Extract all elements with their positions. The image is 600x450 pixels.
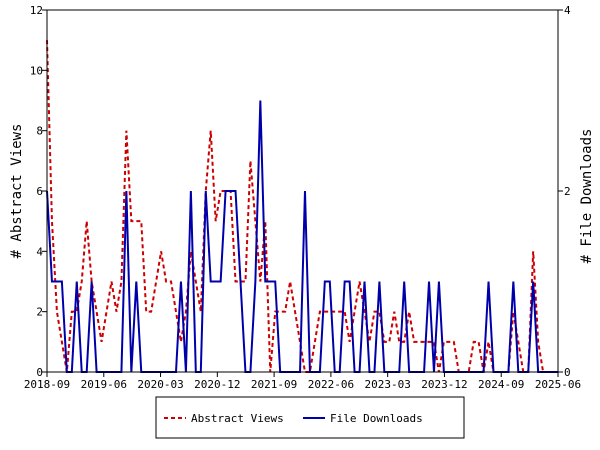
x-tick-label: 2023-03 xyxy=(364,378,410,391)
left-tick-label: 8 xyxy=(36,125,43,138)
x-tick-label: 2019-06 xyxy=(81,378,127,391)
x-tick-label: 2025-06 xyxy=(535,378,581,391)
left-tick-label: 12 xyxy=(30,4,43,17)
x-tick-label: 2024-09 xyxy=(478,378,524,391)
x-tick-label: 2021-09 xyxy=(251,378,297,391)
left-tick-label: 10 xyxy=(30,64,43,77)
left-tick-label: 2 xyxy=(36,306,43,319)
right-tick-label: 0 xyxy=(564,366,571,379)
right-tick-label: 4 xyxy=(564,4,571,17)
left-axis-title: # Abstract Views xyxy=(9,124,25,259)
right-axis-title: # File Downloads xyxy=(579,129,595,264)
x-tick-label: 2023-12 xyxy=(421,378,467,391)
x-tick-label: 2020-12 xyxy=(194,378,240,391)
left-tick-label: 0 xyxy=(36,366,43,379)
left-axis-ticks: 0 2 4 6 8 10 12 xyxy=(30,4,47,379)
right-tick-label: 2 xyxy=(564,185,571,198)
x-tick-label: 2022-06 xyxy=(308,378,354,391)
right-axis-ticks: 0 2 4 xyxy=(558,4,571,379)
left-tick-label: 4 xyxy=(36,245,43,258)
left-tick-label: 6 xyxy=(36,185,43,198)
legend-abstract-views-label: Abstract Views xyxy=(191,412,284,425)
legend: Abstract Views File Downloads xyxy=(155,396,465,439)
x-axis-ticks: 2018-09 2019-06 2020-03 2020-12 2021-09 2022-… xyxy=(24,372,581,391)
legend-file-downloads-label: File Downloads xyxy=(330,412,423,425)
series-line-abstract-views xyxy=(46,40,558,373)
x-tick-label: 2020-03 xyxy=(137,378,183,391)
x-tick-label: 2018-09 xyxy=(24,378,70,391)
